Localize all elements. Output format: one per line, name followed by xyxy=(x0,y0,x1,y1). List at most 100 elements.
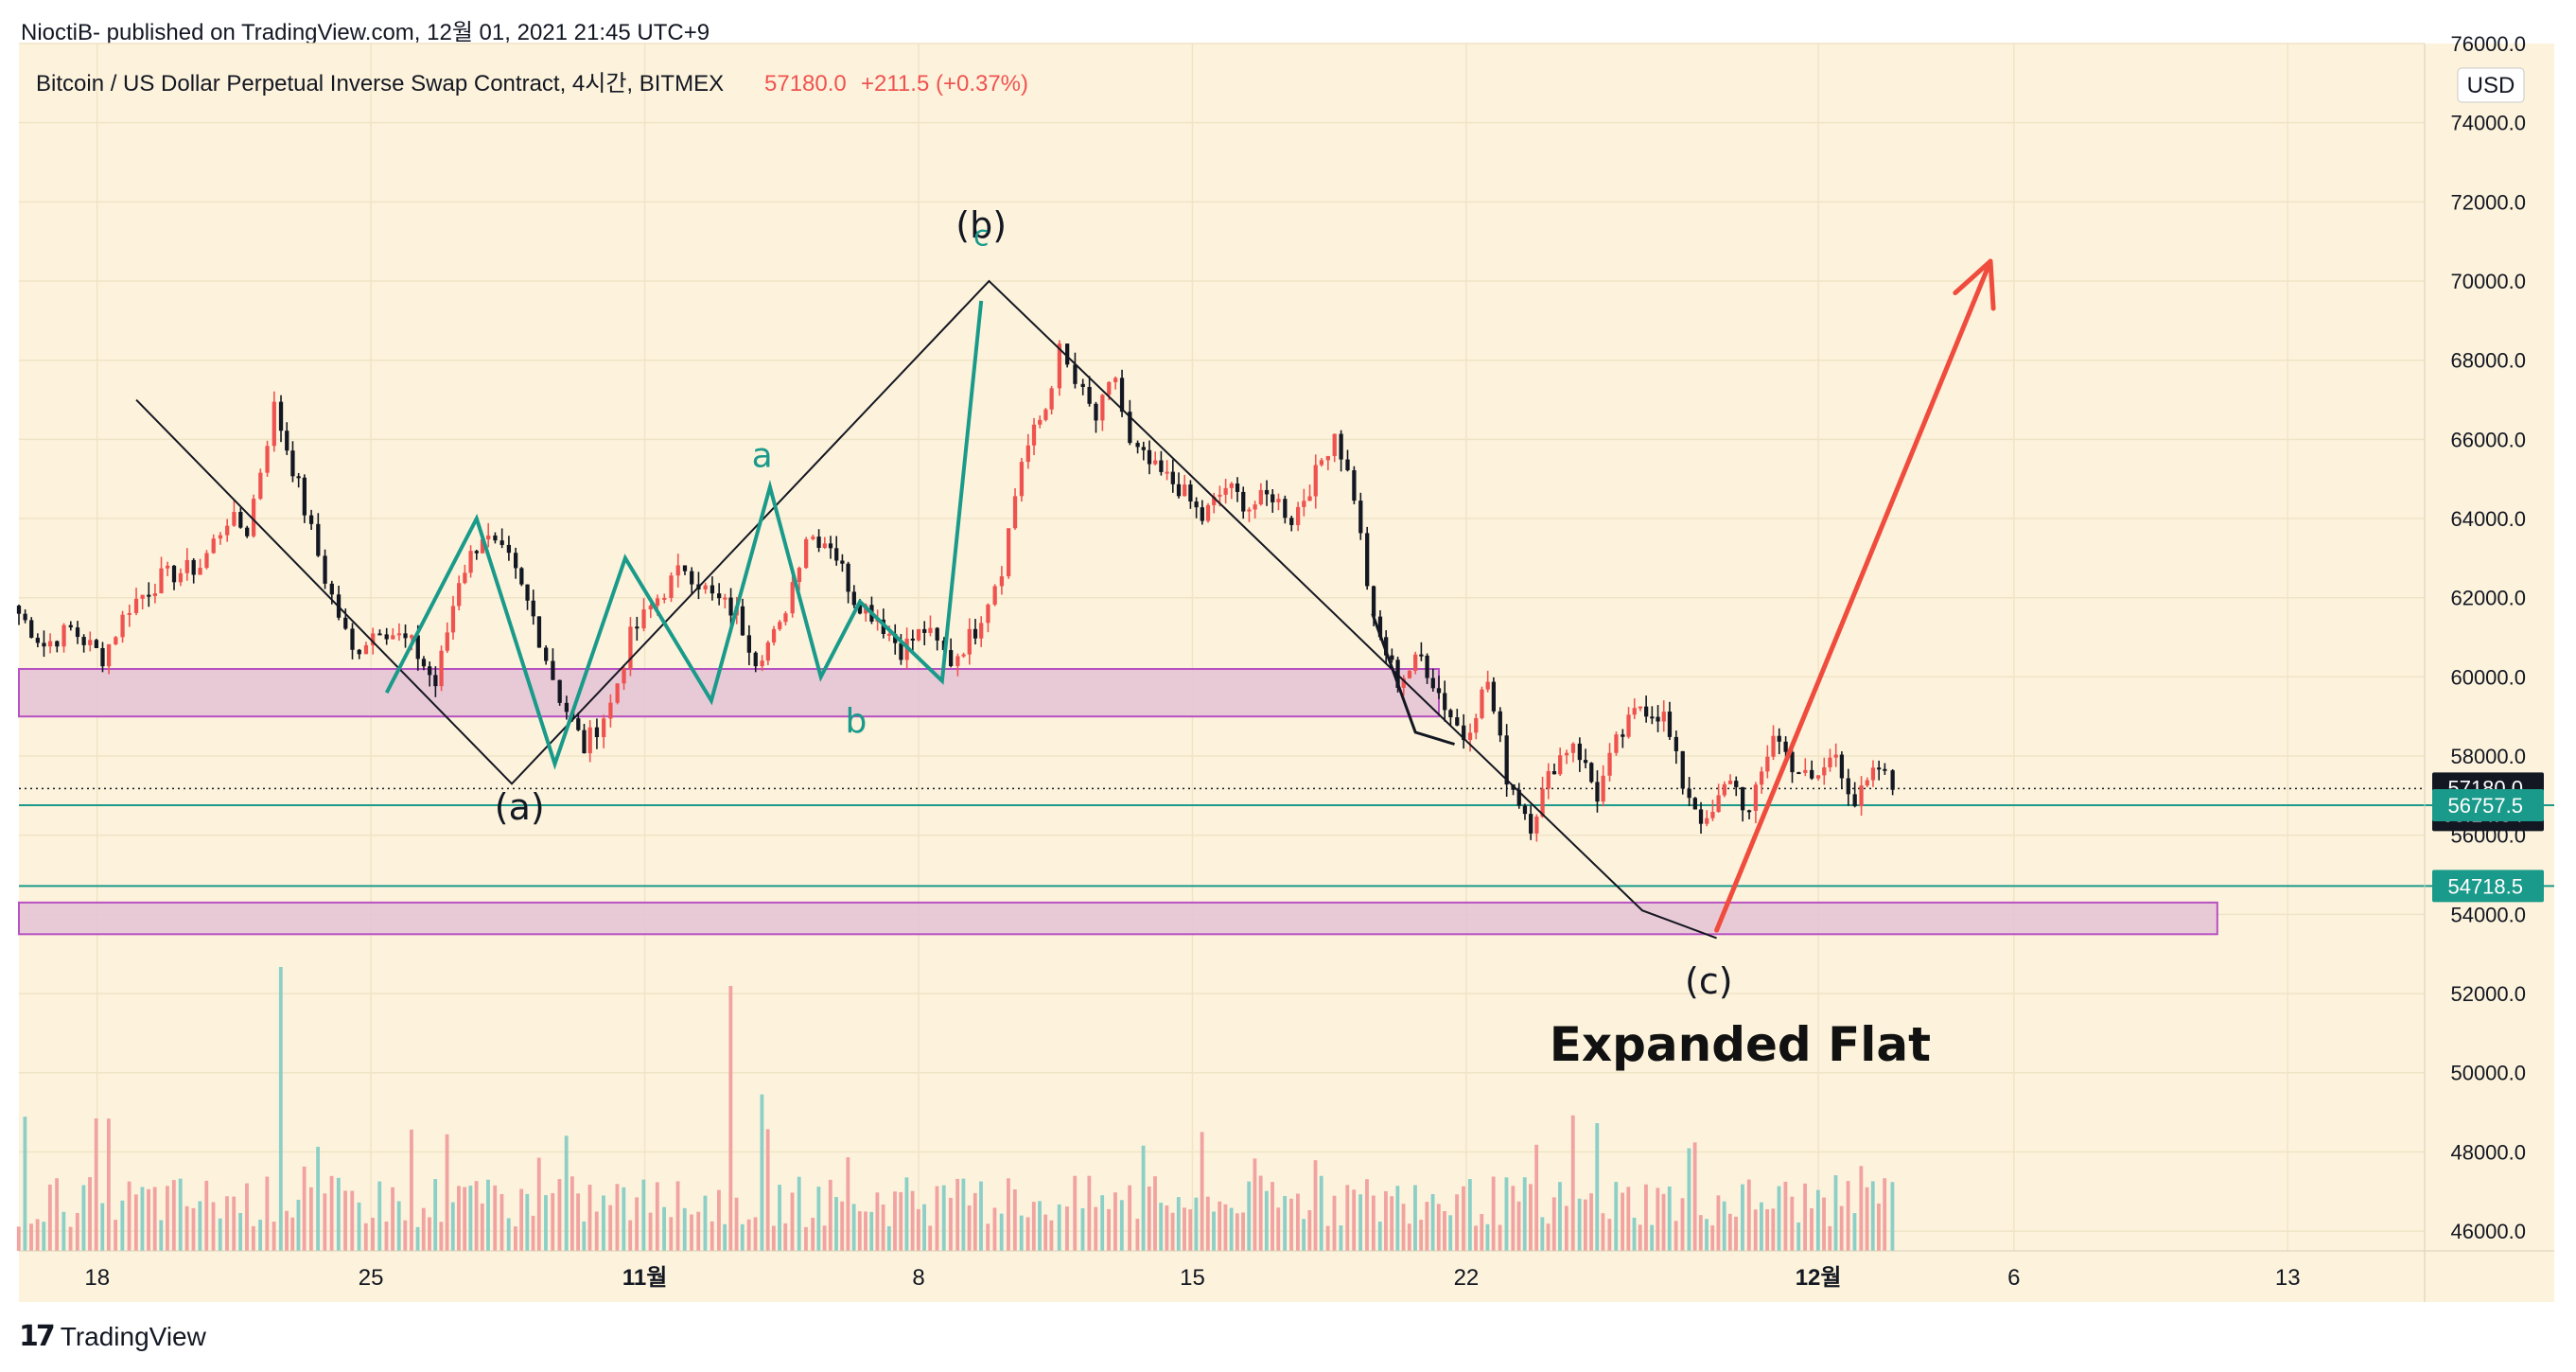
volume-bar xyxy=(822,1225,827,1251)
volume-bar xyxy=(363,1222,368,1251)
volume-bar xyxy=(1390,1196,1394,1251)
volume-bar xyxy=(1680,1198,1685,1251)
candle-body xyxy=(1540,788,1545,818)
volume-bar xyxy=(272,1222,276,1251)
volume-bar xyxy=(1753,1209,1758,1251)
volume-bar xyxy=(463,1187,467,1251)
currency-badge[interactable]: USD xyxy=(2457,67,2525,103)
price-tick-label: 70000.0 xyxy=(2450,270,2526,293)
volume-bar xyxy=(746,1219,751,1251)
support-zone[interactable] xyxy=(18,901,2218,936)
candle-body xyxy=(1564,752,1569,756)
candle-body xyxy=(1852,794,1857,807)
volume-bar xyxy=(1339,1225,1343,1251)
candle-body xyxy=(1371,586,1376,617)
volume-bar xyxy=(1877,1203,1881,1251)
wave-label: (b) xyxy=(955,204,1007,246)
candle-body xyxy=(1153,460,1158,465)
candle-body xyxy=(1229,483,1234,488)
last-price-text: 57180.0 xyxy=(764,71,847,97)
candle-body xyxy=(463,572,467,584)
volume-bar xyxy=(628,1220,633,1251)
volume-bar xyxy=(1200,1132,1204,1251)
candle-body xyxy=(536,616,542,648)
volume-bar xyxy=(1546,1223,1551,1251)
volume-bar xyxy=(159,1220,164,1251)
volume-bar xyxy=(1025,1217,1030,1251)
volume-bar xyxy=(864,1211,867,1251)
candle-body xyxy=(955,656,960,666)
volume-bar xyxy=(1859,1166,1864,1251)
volume-bar xyxy=(1865,1187,1869,1251)
candle-body xyxy=(329,583,334,595)
chart-legend: Bitcoin / US Dollar Perpetual Inverse Sw… xyxy=(36,71,1028,97)
forecast-arrow-head xyxy=(1988,258,1996,311)
candle-body xyxy=(1176,484,1182,497)
time-tick-label: 15 xyxy=(1180,1265,1205,1291)
volume-bar xyxy=(42,1222,46,1251)
volume-bar xyxy=(1384,1190,1388,1251)
volume-bar xyxy=(979,1181,983,1251)
volume-bar xyxy=(551,1193,555,1251)
support-zone[interactable] xyxy=(18,668,1440,718)
volume-bar xyxy=(1170,1212,1175,1251)
forecast-arrow xyxy=(1714,258,1996,933)
candle-body xyxy=(1504,735,1509,785)
candle-body xyxy=(308,515,314,524)
candle-body xyxy=(1687,788,1691,799)
candle-body xyxy=(1667,712,1673,737)
volume-bar xyxy=(1057,1204,1061,1251)
forecast-arrow-shaft[interactable] xyxy=(1714,258,1993,933)
volume-bar xyxy=(886,1225,891,1251)
volume-bar xyxy=(544,1195,548,1251)
candle-body xyxy=(655,598,660,607)
candle-body xyxy=(1087,386,1092,404)
volume-bar xyxy=(899,1191,903,1251)
volume-bar xyxy=(238,1213,243,1251)
candle-body xyxy=(886,633,892,636)
candle-body xyxy=(1674,736,1678,751)
candle-body xyxy=(1522,805,1528,815)
volume-bar xyxy=(828,1179,832,1251)
candle-body xyxy=(499,540,504,545)
volume-bar xyxy=(152,1187,157,1251)
volume-bar xyxy=(1741,1184,1744,1251)
volume-bar xyxy=(35,1219,40,1251)
candle-body xyxy=(1407,670,1412,678)
candle-body xyxy=(1865,780,1869,786)
tradingview-brand[interactable]: 17 TradingView xyxy=(19,1320,206,1353)
support-zones xyxy=(18,668,2218,936)
candle-body xyxy=(1692,798,1697,810)
volume-bar xyxy=(1283,1196,1288,1251)
candle-body xyxy=(445,632,449,651)
volume-bar xyxy=(439,1222,444,1251)
volume-bar xyxy=(1073,1175,1078,1251)
candle-body xyxy=(723,597,727,600)
volume-bar xyxy=(696,1211,701,1251)
candle-body xyxy=(690,571,694,585)
volume-bar xyxy=(1485,1223,1490,1251)
candle-body xyxy=(1430,677,1435,689)
volume-bar xyxy=(1765,1209,1770,1251)
price-chart[interactable]: (a) (b) (c) a b c Expanded Flat 46000.0 48000.0… xyxy=(0,0,2576,1306)
candle-body xyxy=(1783,741,1788,752)
volume-bar xyxy=(1345,1185,1350,1251)
candle-body xyxy=(840,560,845,564)
volume-bar xyxy=(120,1200,125,1251)
candle-body xyxy=(1332,433,1337,457)
candle-body xyxy=(1467,732,1473,741)
candle-body xyxy=(1289,518,1294,525)
volume-bar xyxy=(506,1218,511,1251)
candle-body xyxy=(1462,725,1466,741)
volume-bar xyxy=(204,1180,209,1251)
candle-body xyxy=(218,535,223,539)
wave-mark[interactable] xyxy=(1371,612,1455,746)
volume-bar xyxy=(587,1185,592,1251)
volume-bar xyxy=(760,1094,764,1251)
price-tick-label: 46000.0 xyxy=(2450,1220,2526,1243)
candle-body xyxy=(1205,504,1211,521)
volume-bar xyxy=(1583,1199,1587,1251)
sub-wave-line[interactable] xyxy=(384,300,984,770)
candle-body xyxy=(760,660,764,667)
main-wave-line[interactable] xyxy=(135,279,1717,940)
